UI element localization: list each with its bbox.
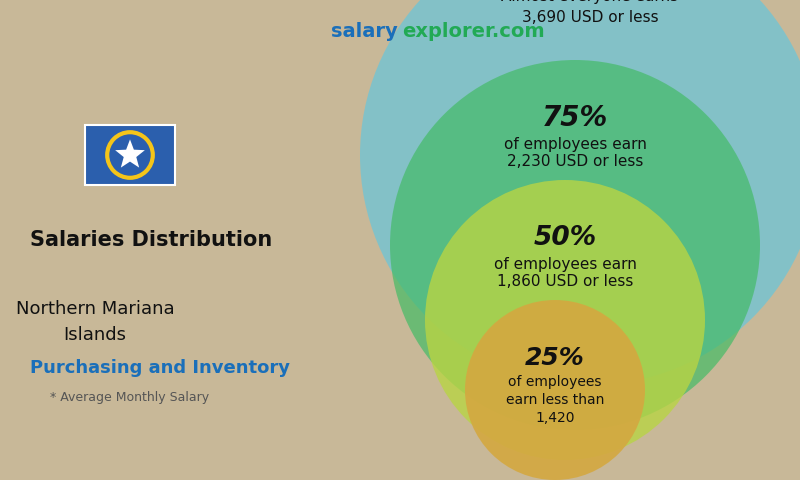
Text: 3,690 USD or less: 3,690 USD or less [522,10,658,24]
Text: of employees: of employees [508,375,602,389]
Text: Northern Mariana
Islands: Northern Mariana Islands [16,300,174,345]
Text: 50%: 50% [534,225,597,251]
Text: of employees earn: of employees earn [503,136,646,152]
Circle shape [465,300,645,480]
Text: Purchasing and Inventory: Purchasing and Inventory [30,359,290,377]
Text: 1,860 USD or less: 1,860 USD or less [497,275,633,289]
Text: 2,230 USD or less: 2,230 USD or less [507,155,643,169]
Circle shape [360,0,800,385]
Text: explorer.com: explorer.com [402,22,545,41]
Circle shape [390,60,760,430]
Text: earn less than: earn less than [506,393,604,407]
Text: Salaries Distribution: Salaries Distribution [30,230,272,250]
Text: 25%: 25% [525,346,585,370]
Polygon shape [115,139,145,168]
Text: Almost everyone earns: Almost everyone earns [502,0,678,4]
FancyBboxPatch shape [85,125,175,185]
Text: 1,420: 1,420 [535,411,574,425]
Text: of employees earn: of employees earn [494,256,637,272]
Text: * Average Monthly Salary: * Average Monthly Salary [50,392,209,405]
Circle shape [425,180,705,460]
Text: 75%: 75% [542,104,608,132]
Text: salary: salary [331,22,398,41]
